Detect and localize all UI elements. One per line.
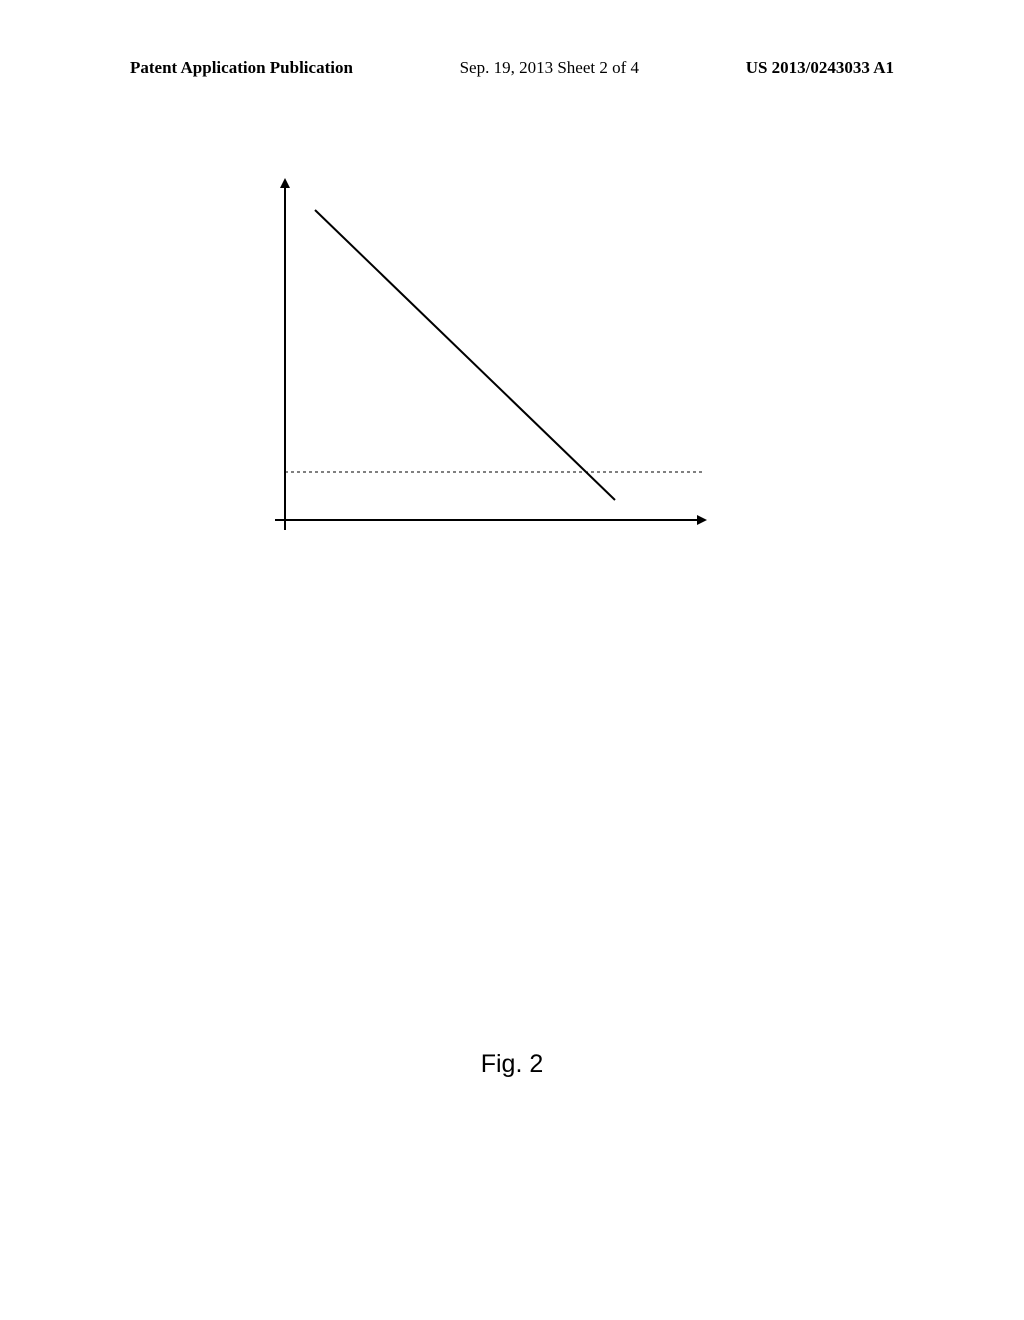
header-patent-number: US 2013/0243033 A1 [746, 58, 894, 78]
header-date-sheet: Sep. 19, 2013 Sheet 2 of 4 [460, 58, 639, 78]
chart-area [275, 175, 715, 545]
header-publication-label: Patent Application Publication [130, 58, 353, 78]
line-chart-svg [275, 175, 715, 545]
figure-caption: Fig. 2 [0, 1050, 1024, 1079]
page-header: Patent Application Publication Sep. 19, … [0, 58, 1024, 78]
